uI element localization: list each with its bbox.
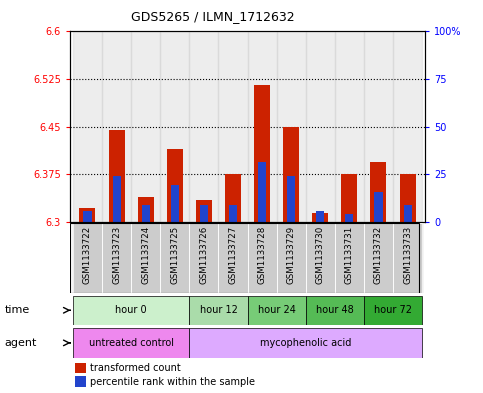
Bar	[102, 223, 131, 293]
Text: GSM1133732: GSM1133732	[374, 226, 383, 284]
Bar	[248, 223, 277, 293]
Bar	[75, 362, 86, 373]
Bar	[160, 223, 189, 293]
Bar	[306, 223, 335, 293]
Bar	[189, 223, 218, 293]
Bar	[283, 127, 299, 222]
Text: GSM1133730: GSM1133730	[316, 226, 325, 284]
Text: hour 48: hour 48	[316, 305, 354, 315]
Bar	[102, 223, 131, 293]
Bar	[248, 296, 306, 325]
Bar	[335, 31, 364, 222]
Bar	[370, 162, 386, 222]
Bar	[287, 176, 295, 222]
Bar	[403, 205, 412, 222]
Bar	[131, 223, 160, 293]
Bar	[73, 223, 102, 293]
Bar	[229, 205, 237, 222]
Bar	[316, 211, 325, 222]
Bar	[374, 192, 383, 222]
Text: time: time	[5, 305, 30, 315]
Bar	[160, 223, 189, 293]
Bar	[131, 31, 160, 222]
Text: hour 12: hour 12	[199, 305, 237, 315]
Bar	[102, 31, 131, 222]
Bar	[80, 208, 96, 222]
Bar	[345, 215, 354, 222]
Bar	[393, 223, 422, 293]
Bar	[131, 223, 160, 293]
Bar	[189, 296, 248, 325]
Text: hour 24: hour 24	[258, 305, 296, 315]
Bar	[200, 205, 208, 222]
Bar	[73, 328, 189, 358]
Bar	[73, 223, 102, 293]
Text: transformed count: transformed count	[89, 363, 180, 373]
Text: GSM1133727: GSM1133727	[228, 226, 238, 284]
Bar	[75, 376, 86, 387]
Text: GSM1133733: GSM1133733	[403, 226, 412, 284]
Bar	[254, 85, 270, 222]
Text: untreated control: untreated control	[89, 338, 174, 348]
Bar	[393, 31, 422, 222]
Bar	[218, 223, 248, 293]
Bar	[364, 223, 393, 293]
Bar	[218, 223, 248, 293]
Bar	[160, 31, 189, 222]
Bar	[170, 185, 179, 222]
Bar	[335, 223, 364, 293]
Text: GSM1133729: GSM1133729	[287, 226, 296, 284]
Bar	[73, 296, 189, 325]
Text: GSM1133725: GSM1133725	[170, 226, 179, 284]
Bar	[399, 174, 415, 222]
Bar	[218, 31, 248, 222]
Text: GSM1133728: GSM1133728	[257, 226, 267, 284]
Text: GSM1133723: GSM1133723	[112, 226, 121, 284]
Bar	[306, 31, 335, 222]
Bar	[277, 223, 306, 293]
Bar	[142, 205, 150, 222]
Text: percentile rank within the sample: percentile rank within the sample	[89, 377, 255, 387]
Text: GSM1133722: GSM1133722	[83, 226, 92, 284]
Bar	[313, 213, 328, 222]
Text: hour 72: hour 72	[374, 305, 412, 315]
Text: GDS5265 / ILMN_1712632: GDS5265 / ILMN_1712632	[131, 10, 294, 23]
Bar	[109, 130, 125, 222]
Bar	[225, 174, 241, 222]
Bar	[84, 211, 92, 222]
Text: GSM1133724: GSM1133724	[141, 226, 150, 284]
Bar	[196, 200, 212, 222]
Bar	[306, 296, 364, 325]
Bar	[189, 328, 422, 358]
Text: GSM1133731: GSM1133731	[345, 226, 354, 284]
Bar	[277, 223, 306, 293]
Bar	[248, 31, 277, 222]
Bar	[364, 296, 422, 325]
Bar	[189, 31, 218, 222]
Bar	[258, 162, 266, 222]
Bar	[73, 31, 102, 222]
Bar	[364, 223, 393, 293]
Bar	[335, 223, 364, 293]
Bar	[113, 176, 121, 222]
Bar	[393, 223, 422, 293]
Bar	[341, 174, 357, 222]
Text: GSM1133726: GSM1133726	[199, 226, 208, 284]
Bar	[364, 31, 393, 222]
Bar	[306, 223, 335, 293]
Bar	[277, 31, 306, 222]
Bar	[189, 223, 218, 293]
Bar	[248, 223, 277, 293]
Bar	[138, 196, 154, 222]
Text: hour 0: hour 0	[115, 305, 147, 315]
Bar	[167, 149, 183, 222]
Text: mycophenolic acid: mycophenolic acid	[260, 338, 352, 348]
Text: agent: agent	[5, 338, 37, 348]
